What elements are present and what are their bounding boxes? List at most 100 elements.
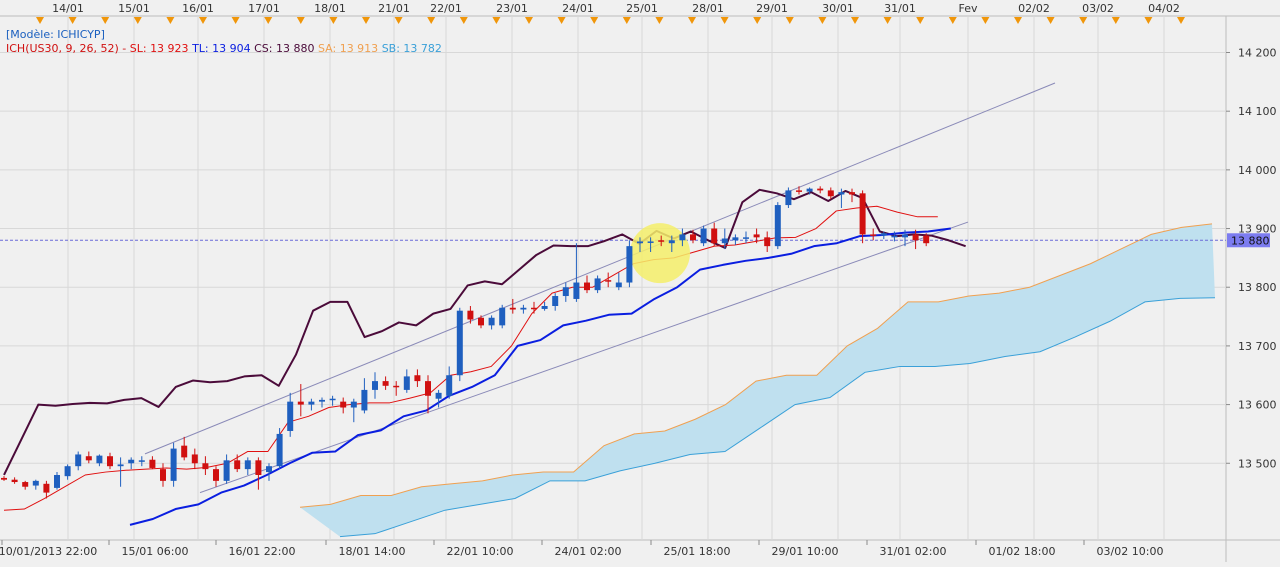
event-marker-icon[interactable] [1079, 17, 1088, 24]
event-marker-icon[interactable] [916, 17, 925, 24]
bull-candle [573, 243, 580, 302]
event-marker-icon[interactable] [948, 17, 957, 24]
event-marker-icon[interactable] [166, 17, 175, 24]
bull-candle [552, 293, 559, 311]
bull-candle [520, 304, 527, 314]
bear-candle [43, 480, 50, 499]
event-marker-icon[interactable] [720, 17, 729, 24]
candle-body [170, 448, 177, 481]
event-marker-icon[interactable] [68, 17, 77, 24]
bear-candle [690, 229, 696, 244]
senkou-span-b-line [339, 297, 1216, 538]
event-marker-icon[interactable] [883, 17, 892, 24]
bull-candle [806, 187, 813, 195]
event-marker-icon[interactable] [622, 17, 631, 24]
event-marker-icon[interactable] [1111, 17, 1120, 24]
bear-candle [796, 186, 802, 195]
candle-body [488, 317, 495, 326]
event-marker-icon[interactable] [557, 17, 566, 24]
candle-body [255, 460, 262, 475]
event-marker-icon[interactable] [492, 17, 501, 24]
bull-candle [743, 231, 749, 244]
event-marker-icon[interactable] [264, 17, 273, 24]
bull-candle [117, 457, 124, 487]
event-marker-icon[interactable] [1177, 17, 1185, 24]
bull-candle [626, 240, 633, 288]
candle-body [138, 460, 145, 462]
top-date-label: 21/01 [378, 2, 410, 15]
channel-upper-line[interactable] [144, 82, 1056, 455]
top-date-label: 18/01 [314, 2, 346, 15]
price-axis[interactable]: 13 500 13 600 13 700 13 800 13 900 14 000 14 1… [1226, 47, 1277, 471]
bull-candle [732, 234, 739, 245]
event-marker-icon[interactable] [981, 17, 990, 24]
bull-candle [308, 398, 315, 411]
candle-body [43, 483, 50, 493]
event-marker-icon[interactable] [590, 17, 599, 24]
event-marker-icon[interactable] [525, 17, 533, 24]
candle-body [160, 469, 166, 481]
candle-body [202, 463, 209, 470]
candle-body [1, 477, 7, 480]
bear-candle [11, 477, 18, 484]
event-marker-icon[interactable] [199, 17, 207, 24]
event-marker-icon[interactable] [394, 17, 403, 24]
bull-candle [403, 369, 410, 393]
chart-legend: [Modèle: ICHICYP] ICH(US30, 9, 26, 52) -… [6, 28, 442, 56]
candle-body [838, 192, 845, 195]
event-marker-icon[interactable] [427, 17, 436, 24]
event-marker-icon[interactable] [1046, 17, 1055, 24]
event-marker-icon[interactable] [459, 17, 468, 24]
candle-body [647, 241, 654, 243]
event-marker-icon[interactable] [1014, 17, 1022, 24]
event-marker-icon[interactable] [785, 17, 794, 24]
candle-body [541, 305, 548, 309]
event-marker-icon[interactable] [753, 17, 762, 24]
candle-body [509, 307, 516, 310]
event-marker-icon[interactable] [688, 17, 696, 24]
chikou-span-line [3, 188, 966, 476]
bottom-time-label: 29/01 10:00 [772, 545, 839, 558]
event-marker-icon[interactable] [655, 17, 664, 24]
bull-candle [615, 272, 622, 291]
candle-body [774, 205, 781, 247]
event-marker-icon[interactable] [329, 17, 338, 24]
candle-body [393, 385, 400, 388]
candle-body [849, 192, 855, 195]
bull-candle [435, 389, 442, 408]
y-tick-label: 13 800 [1238, 281, 1277, 294]
event-marker-icon[interactable] [851, 17, 859, 24]
event-marker-icon[interactable] [1144, 17, 1153, 24]
candle-body [531, 307, 537, 310]
bull-candle [32, 479, 39, 490]
candle-body [615, 282, 622, 288]
candle-body [478, 317, 484, 326]
top-date-label: 03/02 [1082, 2, 1114, 15]
event-marker-icon[interactable] [296, 17, 305, 24]
candle-body [891, 235, 898, 238]
trend-channel[interactable] [144, 82, 1056, 494]
candle-body [880, 233, 887, 236]
top-date-label: 04/02 [1148, 2, 1180, 15]
event-marker-icon[interactable] [818, 17, 827, 24]
y-tick-label: 13 600 [1238, 399, 1277, 412]
candle-body [350, 401, 357, 408]
event-marker-icon[interactable] [231, 17, 240, 24]
candle-body [54, 474, 60, 488]
event-marker-icon[interactable] [101, 17, 110, 24]
top-date-label: 15/01 [118, 2, 150, 15]
candle-body [223, 460, 230, 481]
event-marker-icon[interactable] [133, 17, 142, 24]
candle-body [796, 190, 802, 192]
event-marker-icon[interactable] [362, 17, 370, 24]
time-axis[interactable]: 14/01 15/01 16/01 17/01 18/01 21/01 22/01 23/01… [0, 2, 1185, 558]
candle-body [244, 460, 251, 470]
candle-body [85, 456, 92, 461]
candle-body [584, 282, 590, 291]
bear-candle [202, 456, 209, 475]
channel-lower-line[interactable] [199, 221, 969, 494]
bull-candle [562, 282, 569, 302]
event-marker-icon[interactable] [36, 17, 44, 24]
candle-body [658, 240, 665, 242]
candle-body [806, 188, 813, 192]
